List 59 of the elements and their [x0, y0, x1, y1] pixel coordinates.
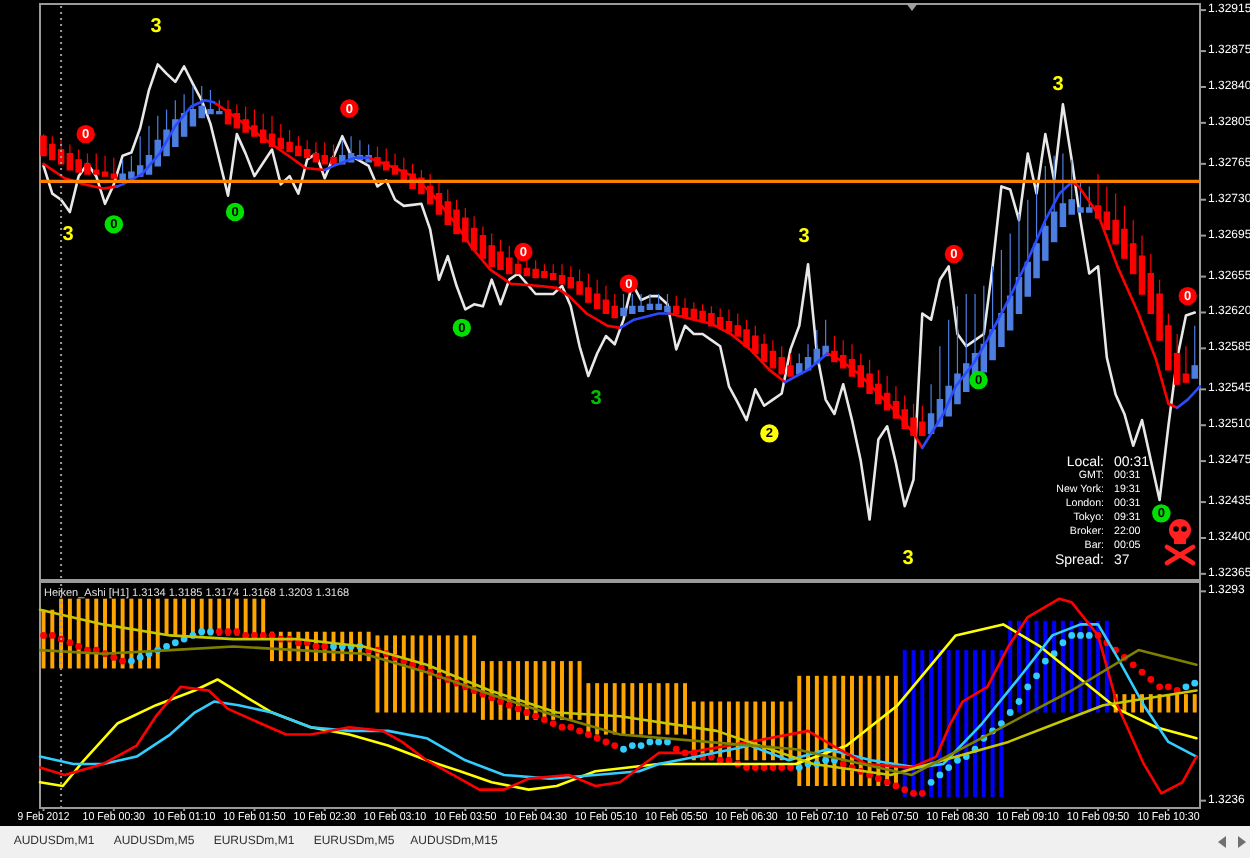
point: [1006, 709, 1014, 716]
candlestick: [268, 115, 276, 148]
candlestick: [646, 293, 654, 310]
line-series: [1070, 181, 1179, 410]
point: [163, 643, 170, 650]
point: [637, 742, 645, 749]
point: [954, 756, 961, 764]
point: [1085, 632, 1093, 639]
line-series: [116, 99, 216, 188]
point: [945, 764, 953, 772]
candlestick: [110, 157, 118, 179]
candlestick: [66, 143, 74, 171]
point: [655, 738, 663, 746]
line-series: [42, 162, 119, 190]
line-series: [212, 101, 327, 172]
point: [646, 738, 654, 746]
point: [795, 764, 803, 772]
line-series: [921, 181, 1073, 450]
point: [1033, 672, 1040, 680]
point: [822, 756, 830, 764]
point: [198, 628, 206, 636]
point: [1015, 698, 1023, 705]
line-series: [42, 63, 1197, 521]
candlestick: [637, 293, 645, 313]
point: [207, 628, 214, 636]
candlestick: [101, 155, 109, 177]
annotation: 3: [62, 223, 75, 245]
candlestick: [796, 352, 803, 375]
point: [171, 639, 179, 647]
candlestick: [593, 279, 601, 309]
point: [1041, 657, 1049, 665]
annotation: 3: [1052, 73, 1065, 95]
candlestick: [312, 141, 320, 163]
point: [127, 657, 135, 665]
annotation: 3: [590, 387, 603, 409]
point: [136, 654, 144, 661]
candlestick: [760, 333, 768, 363]
candlestick: [769, 339, 777, 369]
annotation: 3: [902, 547, 915, 569]
point: [1191, 679, 1199, 687]
point: [927, 778, 935, 786]
point: [620, 745, 627, 753]
point: [1059, 639, 1067, 647]
line-series: [38, 645, 1198, 777]
point: [628, 742, 636, 749]
candlestick: [549, 263, 557, 281]
candlestick: [611, 293, 618, 319]
point: [1024, 683, 1032, 691]
candlestick: [1191, 325, 1198, 379]
annotation: 3: [150, 15, 163, 37]
candlestick: [602, 285, 610, 315]
annotation: 3: [798, 225, 811, 247]
candlestick: [558, 263, 566, 285]
candlestick: [567, 265, 575, 289]
point: [1068, 632, 1076, 639]
point: [1182, 683, 1190, 691]
point: [936, 771, 944, 779]
candlestick: [303, 139, 311, 159]
point: [1077, 632, 1084, 639]
